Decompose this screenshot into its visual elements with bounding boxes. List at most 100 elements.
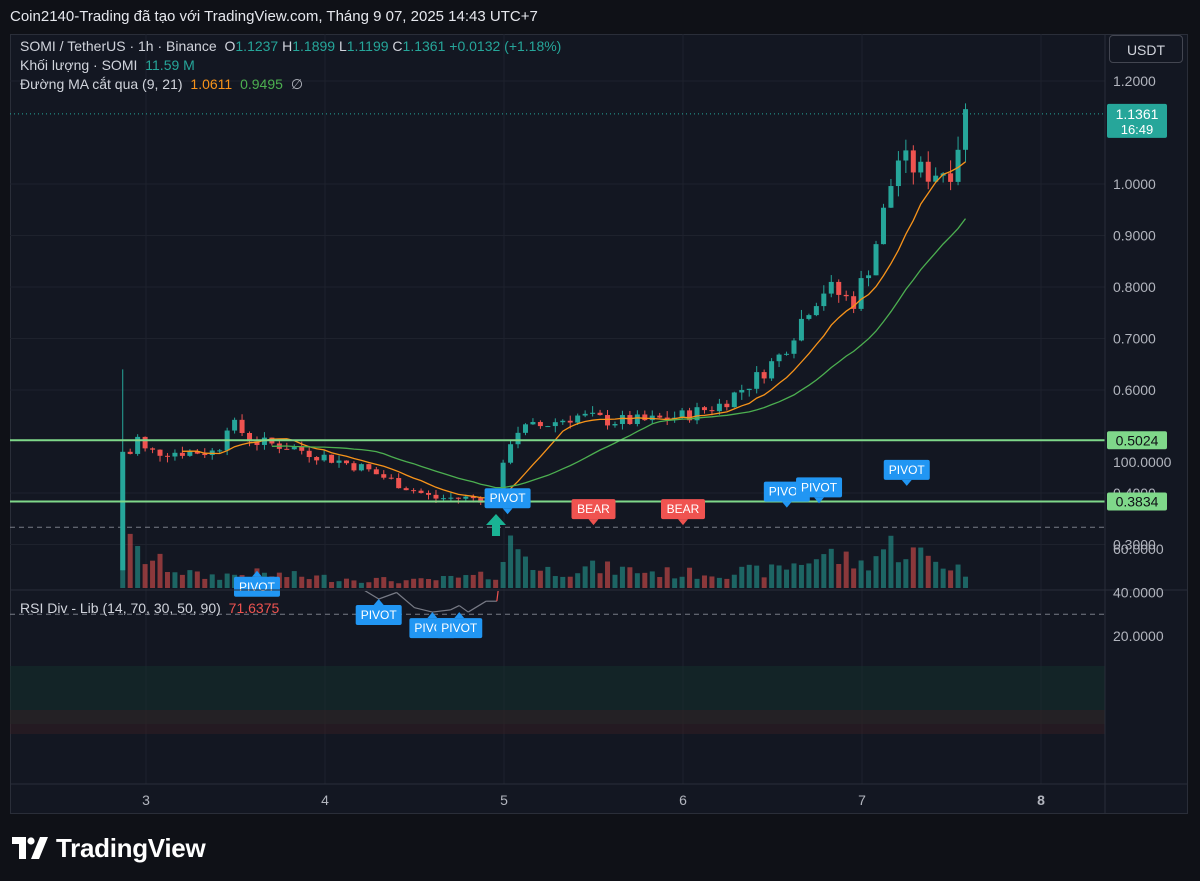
volume-bar [321,574,327,588]
time-tick-label: 8 [1037,792,1045,808]
candle-body [694,407,700,421]
candle-body [851,296,857,309]
candle-body [746,388,752,390]
rsi-marker-label [571,499,616,520]
brand-logo[interactable]: TradingView [12,832,206,864]
candle-body [291,447,297,450]
volume-bar [784,569,790,588]
axes: 1.20001.00000.90000.80000.70000.60000.40… [142,73,1172,808]
volume-bar [940,568,946,588]
current-price-badge [1107,103,1167,138]
open-label: O [224,38,236,54]
volume-bar [164,572,170,588]
candle-body [232,419,238,431]
volume-bar [537,570,543,588]
volume-bar [224,573,230,588]
ma-legend[interactable]: Đường MA cắt qua (9, 21) 1.0611 0.9495 ∅ [20,76,303,93]
volume-bar [761,577,767,588]
volume-bar [910,547,916,588]
rsi-line-segment [289,553,307,557]
candle-body [381,474,387,478]
volume-bar [813,559,819,588]
volume-label: Khối lượng · SOMI [20,57,138,73]
candle-body [910,150,916,173]
rsi-legend[interactable]: RSI Div - Lib (14, 70, 30, 50, 90) 71.63… [20,600,279,616]
volume-bar [373,577,379,588]
rsi-marker-label [883,459,930,480]
candle-body [358,464,364,471]
rsi-line-segment [773,508,787,521]
candle-body [261,437,267,445]
symbol-legend[interactable]: SOMI / TetherUS · 1h · Binance O1.1237 H… [20,38,561,54]
rsi-line-segment [848,521,862,523]
price-tick-label: 0.9000 [1113,228,1156,244]
candle-body [664,417,670,420]
candle-body [828,281,834,294]
tradingview-logo-icon [12,837,48,859]
volume-bar [329,582,335,588]
rsi-line-segment [719,545,737,552]
volume-bar [418,578,424,588]
time-tick-label: 4 [321,792,329,808]
marker-pointer [502,508,513,515]
rsi-indicator [271,503,862,613]
chart-header-title: Coin2140-Trading đã tạo với TradingView.… [10,8,538,25]
currency-button[interactable]: USDT [1109,35,1183,63]
price-tick-label: 0.3000 [1113,537,1156,553]
candle-body [776,354,782,362]
volume-bar [873,556,879,588]
volume-bar [515,549,521,588]
volume-bar [291,571,297,588]
volume-bar [851,568,857,588]
rsi-line-segment [808,503,819,523]
rsi-marker-label [484,488,531,509]
rsi-line-segment [396,592,415,609]
volume-bar [351,580,357,588]
candle-body [709,410,715,412]
candle-body [724,403,730,408]
volume-bar [955,564,961,588]
candle-body [478,498,484,503]
volume-bar [135,546,141,588]
ma-extra-value: ∅ [290,76,304,92]
high-label: H [282,38,293,54]
symbol-name[interactable]: SOMI / TetherUS · 1h · Binance [20,38,217,54]
volume-bar [948,570,954,588]
volume-legend[interactable]: Khối lượng · SOMI 11.59 M [20,57,195,73]
candles [120,103,969,571]
rsi-line-segment [450,605,460,611]
volume-bar [888,535,894,588]
volume-bar [343,578,349,588]
candle-body [194,451,200,454]
countdown-text: 16:49 [1121,122,1154,137]
candle-body [679,410,685,418]
candle-body [761,372,767,379]
volume-bar [470,574,476,588]
candle-body [179,452,185,456]
rsi-value: 71.6375 [228,600,280,616]
rsi-line-segment [271,553,289,566]
volume-bar [358,582,364,588]
rsi-line-segment [611,538,629,545]
volume-bar [880,549,886,588]
candle-body [784,353,790,355]
volume-bar [433,580,439,588]
rsi-line-segment [629,545,647,554]
candle-body [164,455,170,457]
volume-bar [381,577,387,588]
candle-body [202,453,208,456]
candle-body [955,149,961,182]
horizontal-levels[interactable] [10,439,1105,503]
candle-body [612,424,618,426]
candle-body [440,498,446,500]
candle-body [239,419,245,433]
candle-body [560,420,566,423]
rsi-tick-label: 20.0000 [1113,628,1164,644]
candle-body [217,450,223,452]
close-value: 1.1361 [402,38,446,54]
candle-body [552,422,558,427]
volume-bar [918,547,924,588]
ma-slow-line [271,218,967,489]
